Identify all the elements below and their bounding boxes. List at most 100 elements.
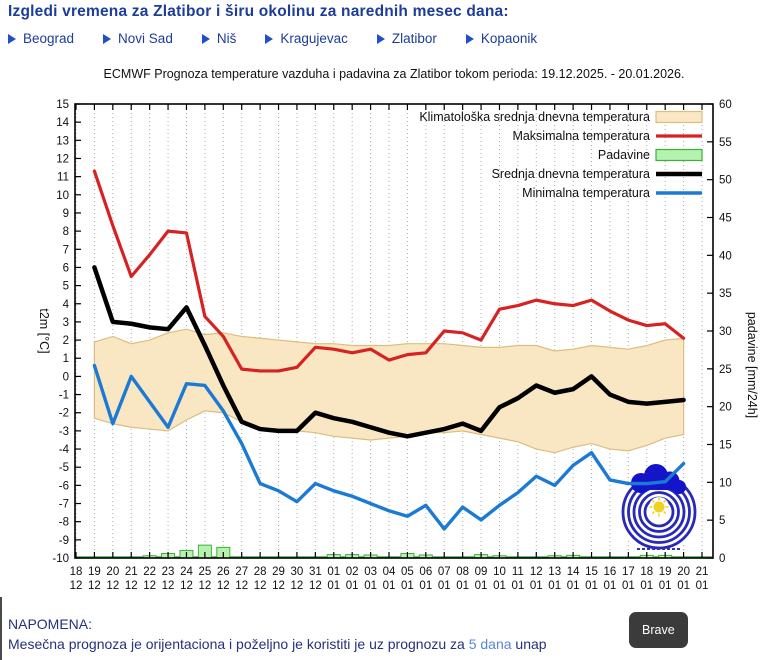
y-left-axis-title: t2m [°C]: [37, 308, 51, 353]
chart-text: 01: [364, 580, 377, 592]
y-right-axis-title: padavine [mm/24h]: [745, 312, 759, 418]
chart-text: 01: [696, 580, 709, 592]
logo-sun-icon: [653, 501, 665, 513]
chart-text: 12: [291, 580, 304, 592]
chart-text: 01: [622, 580, 635, 592]
chart-text: 13: [548, 566, 561, 578]
chart-text: 19: [88, 566, 101, 578]
chart-text: -9: [59, 535, 69, 547]
chart-text: 01: [493, 580, 506, 592]
chart-text: 01: [419, 580, 432, 592]
chart-text: -8: [59, 517, 69, 529]
chart-text: 30: [291, 566, 304, 578]
chart-text: 8: [63, 226, 69, 238]
chart-text: 2: [63, 335, 69, 347]
chart-text: 14: [567, 566, 580, 578]
chart-text: -1: [59, 390, 69, 402]
chart-text: 05: [401, 566, 414, 578]
chart-text: 01: [604, 580, 617, 592]
chart-text: 23: [162, 566, 175, 578]
chart-text: 1: [63, 353, 69, 365]
chart-text: 12: [272, 580, 285, 592]
chart-text: 12: [56, 153, 69, 165]
chart-text: 01: [456, 580, 469, 592]
chart-text: 31: [309, 566, 322, 578]
chart-text: 04: [383, 566, 396, 578]
chart-text: 25: [198, 566, 211, 578]
note-link-5-dana[interactable]: 5 dana: [468, 636, 512, 652]
chart-text: 10: [719, 477, 732, 489]
chart-text: 7: [63, 244, 69, 256]
arrow-right-icon: [376, 33, 385, 44]
chart-text: 26: [217, 566, 230, 578]
nav-link-nis[interactable]: Niš: [201, 31, 237, 46]
logo-cloud-icon: [633, 483, 685, 490]
chart-text: 10: [56, 190, 69, 202]
note-text: Mesečna prognoza je orijentaciona i pože…: [8, 636, 469, 652]
chart-text: 14: [56, 117, 69, 129]
nav-link-kragujevac[interactable]: Kragujevac: [265, 31, 348, 46]
chart-title: ECMWF Prognoza temperature vazduha i pad…: [104, 67, 685, 81]
legend-swatch-bar: [655, 148, 703, 162]
chart-text: 12: [88, 580, 101, 592]
chart-text: 10: [493, 566, 506, 578]
legend-swatch-band: [655, 110, 703, 124]
chart-text: 01: [327, 566, 340, 578]
chart-text: 01: [585, 580, 598, 592]
chart-text: 01: [401, 580, 414, 592]
city-links-nav: Beograd Novi Sad Niš Kragujevac Zlatibor…: [8, 31, 537, 46]
nav-link-zlatibor[interactable]: Zlatibor: [376, 31, 437, 46]
chart-text: 07: [438, 566, 451, 578]
chart-text: 12: [125, 580, 138, 592]
legend-label: Padavine: [598, 148, 650, 162]
chart-text: 17: [622, 566, 635, 578]
chart-text: 18: [640, 566, 653, 578]
chart-text: 09: [475, 566, 488, 578]
chart-text: 18: [70, 566, 83, 578]
chart-text: 29: [272, 566, 285, 578]
chart-text: 20: [677, 566, 690, 578]
brave-tooltip: Brave: [629, 612, 688, 648]
legend-label: Minimalna temperatura: [522, 186, 650, 200]
chart-text: 5: [63, 281, 69, 293]
chart-text: 01: [530, 580, 543, 592]
arrow-right-icon: [265, 33, 274, 44]
chart-text: 20: [719, 402, 732, 414]
chart-text: 0: [63, 371, 69, 383]
chart-text: 15: [585, 566, 598, 578]
chart-text: 01: [327, 580, 340, 592]
chart-text: 01: [548, 580, 561, 592]
nav-link-beograd[interactable]: Beograd: [8, 31, 74, 46]
chart-text: 15: [56, 99, 69, 111]
chart-text: -4: [59, 444, 70, 456]
chart-text: 22: [143, 566, 156, 578]
nav-link-label: Beograd: [23, 31, 75, 46]
chart-text: 12: [70, 580, 83, 592]
chart-text: 01: [383, 580, 396, 592]
chart-text: -10: [52, 553, 69, 565]
arrow-right-icon: [201, 33, 210, 44]
chart-text: 12: [530, 566, 543, 578]
nav-link-kopaonik[interactable]: Kopaonik: [465, 31, 538, 46]
nav-link-label: Kopaonik: [480, 31, 538, 46]
nav-link-label: Niš: [216, 31, 237, 46]
chart-text: 12: [235, 580, 248, 592]
note-title: NAPOMENA:: [8, 616, 93, 632]
chart-text: 19: [659, 566, 672, 578]
chart-text: 01: [346, 580, 359, 592]
chart-text: 30: [719, 326, 732, 338]
chart-text: 06: [419, 566, 432, 578]
nav-link-novi-sad[interactable]: Novi Sad: [103, 31, 173, 46]
chart-text: 21: [125, 566, 138, 578]
chart-text: 27: [235, 566, 248, 578]
chart-text: 15: [719, 440, 732, 452]
chart-text: 12: [254, 580, 267, 592]
logo-sun-ray: [651, 499, 655, 503]
chart-text: 20: [106, 566, 119, 578]
chart-text: 28: [254, 566, 267, 578]
chart-text: 11: [512, 566, 524, 578]
series-srednja-dnevna-temperatura: [92, 265, 686, 439]
page-left-border: [0, 597, 2, 660]
chart-text: 13: [56, 135, 69, 147]
chart-text: 02: [346, 566, 359, 578]
